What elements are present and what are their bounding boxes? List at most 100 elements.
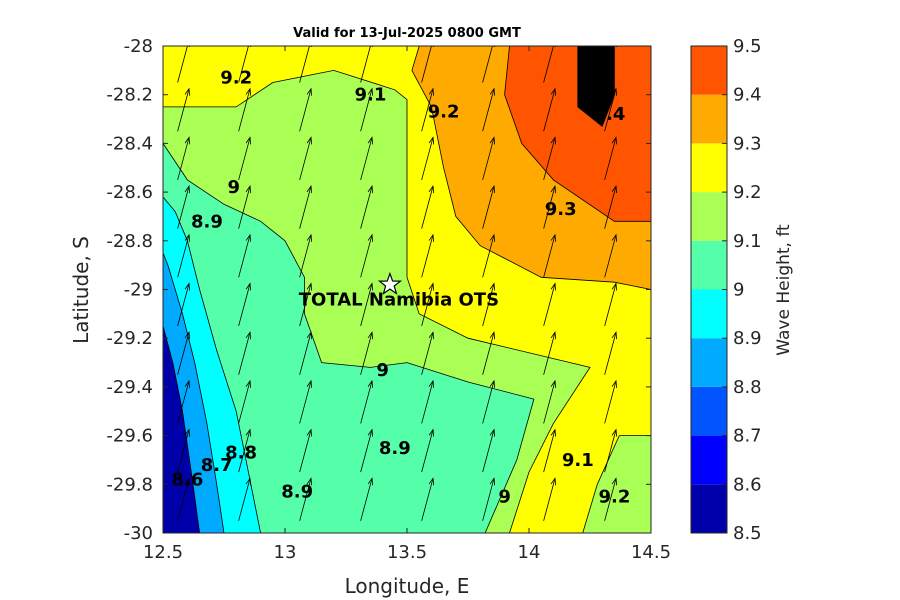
- wave-direction-arrow: [238, 477, 252, 521]
- wave-direction-arrow: [482, 136, 496, 181]
- y-tick-label: -29.2: [106, 328, 153, 349]
- wave-direction-arrow: [360, 87, 374, 132]
- wave-direction-arrow: [543, 282, 557, 327]
- wave-direction-arrow: [299, 428, 313, 473]
- wave-direction-arrow: [421, 477, 435, 521]
- wave-direction-arrow: [360, 282, 374, 327]
- wave-direction-arrow: [604, 233, 618, 278]
- wave-direction-arrow: [299, 282, 313, 327]
- colorbar-swatch: [691, 240, 727, 290]
- colorbar-tick-label: 8.6: [733, 474, 762, 495]
- wave-direction-arrow: [543, 331, 557, 375]
- wave-direction-arrow: [482, 331, 496, 375]
- contour-label: 9.2: [428, 102, 460, 123]
- wave-direction-arrow: [360, 428, 374, 473]
- y-tick-label: -28.4: [106, 133, 153, 154]
- contour-label: 9: [498, 486, 511, 507]
- wave-direction-arrow: [543, 428, 557, 473]
- wave-direction-arrow: [177, 477, 191, 521]
- wave-direction-arrow: [360, 46, 374, 83]
- wave-direction-arrow: [238, 46, 252, 83]
- wave-direction-arrow: [604, 87, 618, 132]
- wave-direction-arrow: [360, 233, 374, 278]
- contour-label: 9: [227, 177, 240, 198]
- wave-direction-arrow: [604, 428, 618, 473]
- contour-label: 8.7: [201, 455, 233, 476]
- wave-direction-arrow: [421, 233, 435, 278]
- wave-direction-arrow: [482, 87, 496, 132]
- plot-area: [163, 46, 651, 533]
- wave-direction-arrow: [421, 282, 435, 327]
- contour-label: 9.3: [545, 199, 577, 220]
- wave-direction-arrow: [543, 184, 557, 229]
- site-label: TOTAL Namibia OTS: [299, 290, 499, 311]
- chart-title: Valid for 13-Jul-2025 0800 GMT: [293, 26, 521, 41]
- x-tick-label: 13: [274, 542, 297, 563]
- wave-direction-arrow: [421, 379, 435, 424]
- wave-direction-arrow: [299, 379, 313, 424]
- wave-direction-arrow: [421, 428, 435, 473]
- colorbar-tick-label: 9.2: [733, 182, 762, 203]
- x-tick-label: 14.5: [631, 542, 671, 563]
- wave-direction-arrow: [238, 428, 252, 473]
- wave-direction-arrow: [238, 136, 252, 181]
- wave-direction-arrow: [604, 136, 618, 181]
- colorbar-tick-label: 8.5: [733, 523, 762, 544]
- wave-direction-arrow: [421, 136, 435, 181]
- colorbar-swatch: [691, 386, 727, 436]
- contour-label: 8.8: [225, 443, 257, 464]
- colorbar-swatch: [691, 94, 727, 144]
- x-tick-label: 12.5: [143, 542, 183, 563]
- wave-direction-arrow: [177, 379, 191, 424]
- colorbar-tick-label: 9.1: [733, 231, 762, 252]
- wave-direction-arrow: [604, 331, 618, 375]
- wave-direction-arrow: [299, 46, 313, 83]
- colorbar-tick-label: 8.7: [733, 426, 762, 447]
- wave-direction-arrow: [604, 282, 618, 327]
- wave-direction-arrow: [421, 184, 435, 229]
- colorbar-swatch: [691, 435, 727, 485]
- wave-direction-arrow: [299, 136, 313, 181]
- y-tick-label: -28: [124, 36, 153, 57]
- colorbar-tick-label: 8.9: [733, 328, 762, 349]
- colorbar-tick-label: 9.5: [733, 36, 762, 57]
- y-axis-label: Latitude, S: [69, 236, 93, 344]
- wave-direction-arrow: [177, 87, 191, 132]
- wave-direction-arrow: [543, 46, 557, 83]
- wave-direction-arrow: [604, 477, 618, 521]
- wave-direction-arrow: [238, 233, 252, 278]
- colorbar-label: Wave Height, ft: [774, 224, 794, 356]
- wave-direction-arrow: [360, 184, 374, 229]
- wave-direction-arrow: [177, 282, 191, 327]
- site-star-marker: [377, 271, 403, 295]
- wave-direction-arrow: [238, 184, 252, 229]
- y-tick-label: -28.2: [106, 85, 153, 106]
- wave-direction-arrow: [299, 477, 313, 521]
- wave-direction-arrow: [482, 428, 496, 473]
- wave-direction-arrow: [360, 477, 374, 521]
- wave-direction-arrow: [421, 331, 435, 375]
- wave-direction-arrow: [360, 379, 374, 424]
- y-tick-label: -28.8: [106, 231, 153, 252]
- wave-direction-arrow: [482, 282, 496, 327]
- wave-direction-arrow: [360, 331, 374, 375]
- wave-direction-arrow: [177, 233, 191, 278]
- y-tick-label: -28.6: [106, 182, 153, 203]
- x-axis-label: Longitude, E: [345, 574, 470, 598]
- wave-direction-arrow: [177, 331, 191, 375]
- contour-label: 8.6: [171, 469, 203, 490]
- contour-label: 8.9: [281, 482, 313, 503]
- wave-direction-arrow: [238, 87, 252, 132]
- colorbar-swatch: [691, 46, 727, 95]
- colorbar-tick-label: 9.4: [733, 85, 762, 106]
- wave-direction-arrow: [604, 379, 618, 424]
- contour-label: 9.2: [598, 486, 630, 507]
- wave-direction-arrow: [177, 46, 191, 83]
- colorbar: 8.5 8.6 8.7 8.8 8.9 9 9.1 9.2 9.3 9.4 9.5: [690, 36, 762, 544]
- contour-label: 9.1: [354, 85, 386, 106]
- wave-direction-arrow: [299, 87, 313, 132]
- wave-direction-arrow: [238, 331, 252, 375]
- wave-direction-arrow: [421, 87, 435, 132]
- wave-direction-arrow: [543, 233, 557, 278]
